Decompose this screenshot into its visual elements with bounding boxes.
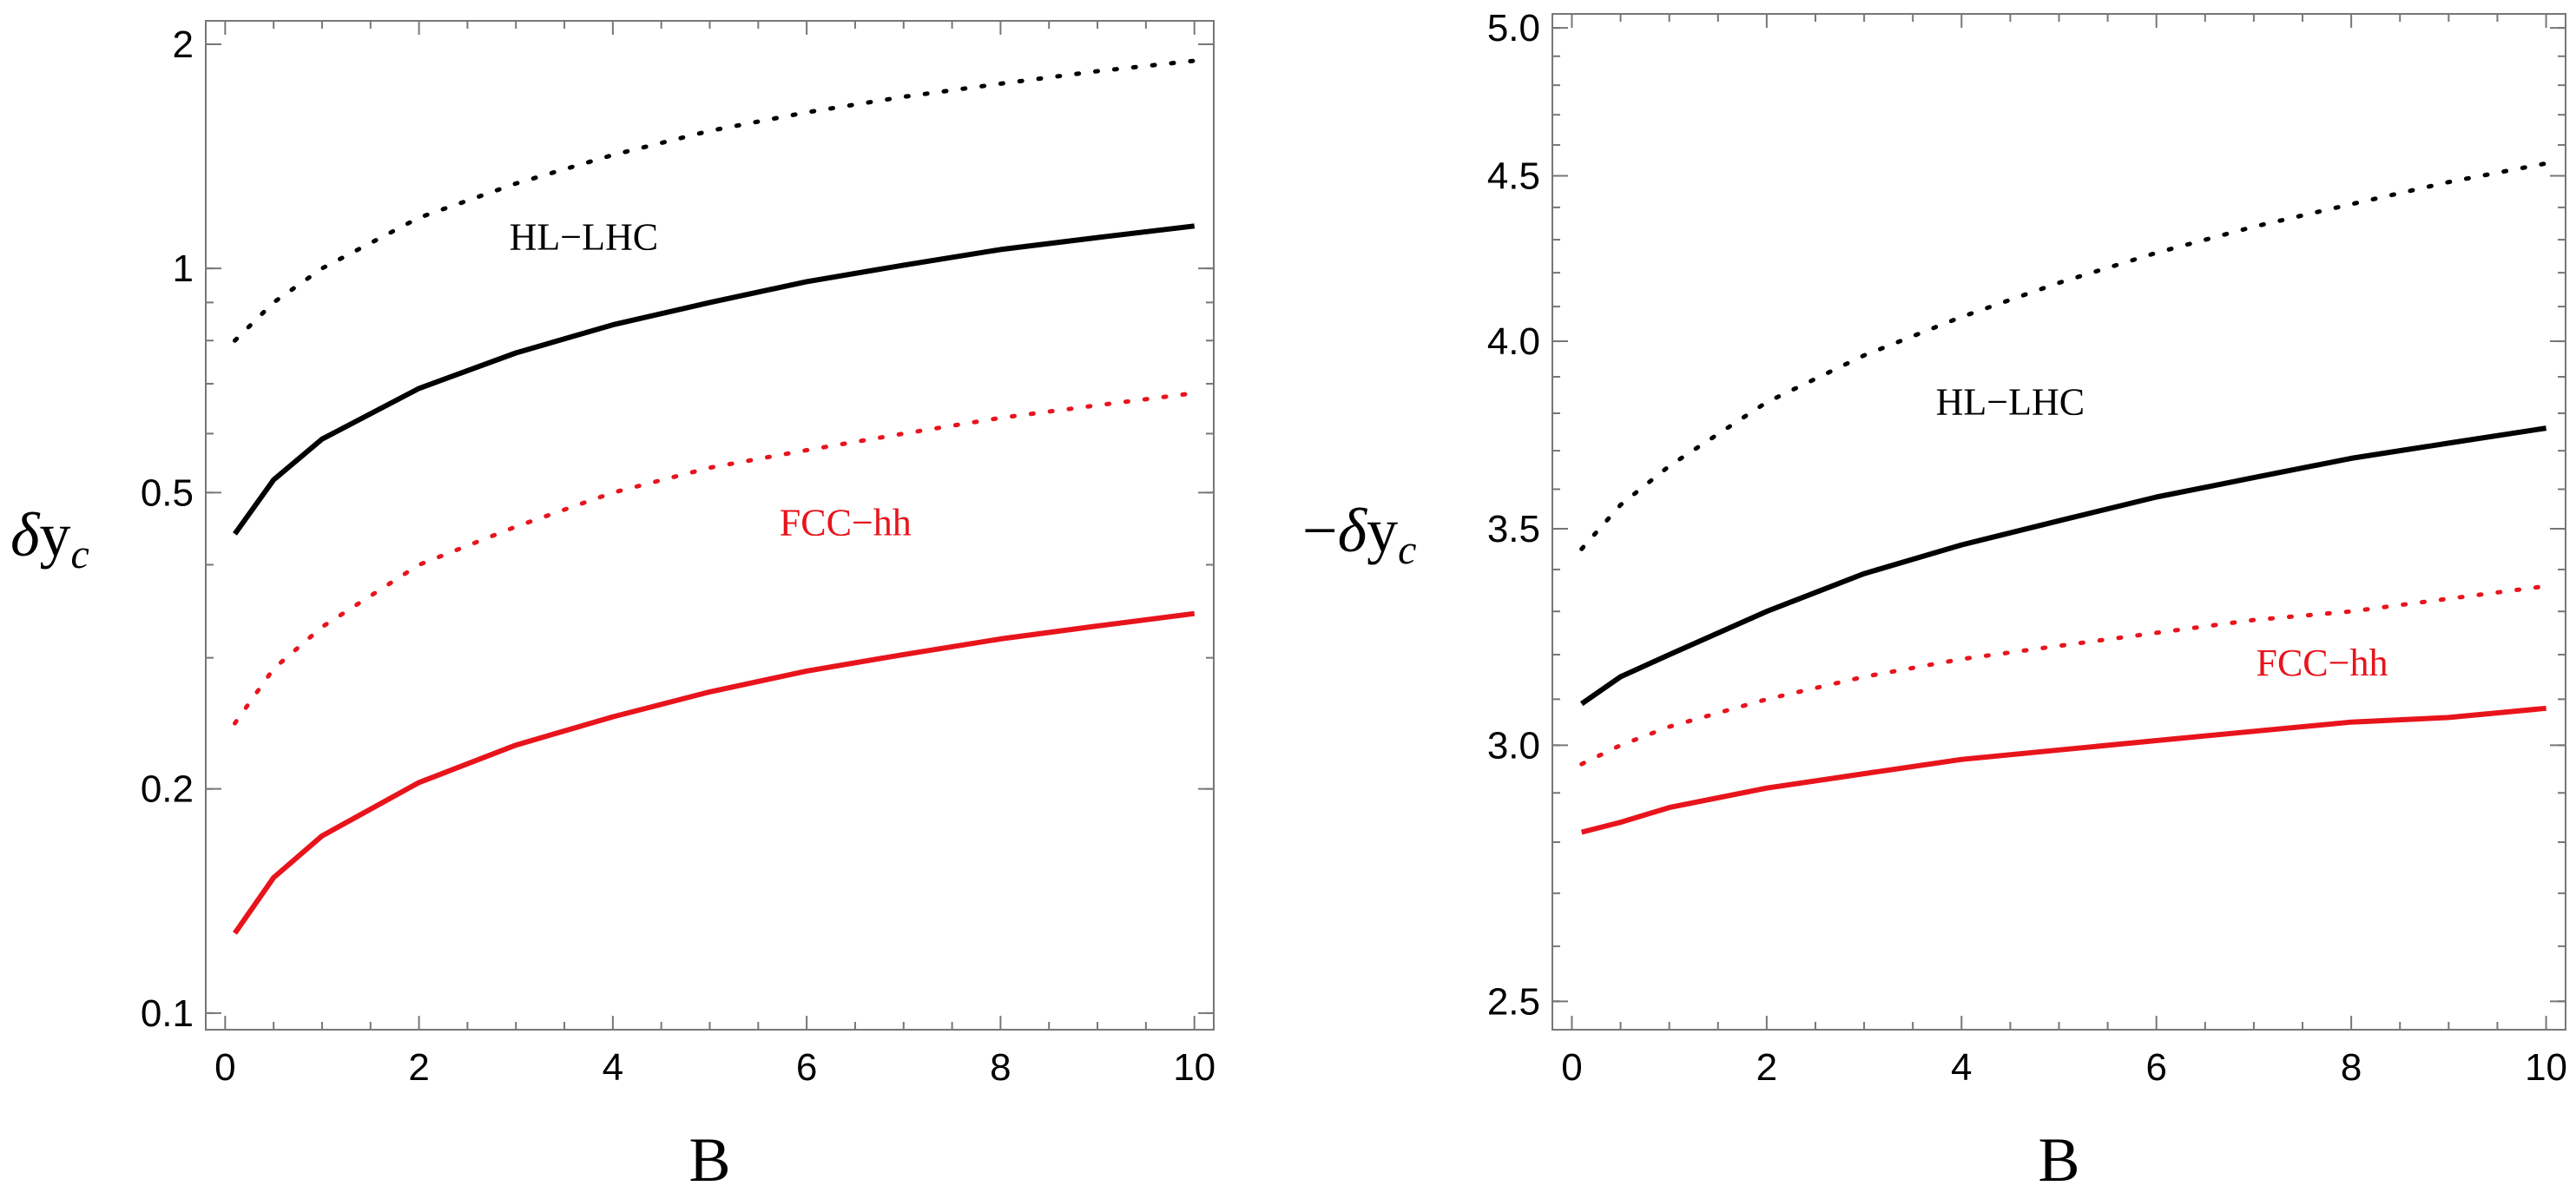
- x-tick-label: 8: [2341, 1046, 2362, 1089]
- y-tick-label: 2.5: [1487, 980, 1540, 1023]
- series-line: [233, 58, 1197, 343]
- y-axis-title-var: y: [1367, 496, 1398, 565]
- y-tick-label: 0.2: [141, 768, 194, 811]
- series-line: [233, 391, 1197, 726]
- x-axis-title: B: [688, 1125, 730, 1195]
- series-line: [1579, 161, 2549, 551]
- y-axis-title-sub: c: [70, 531, 89, 577]
- y-tick-label: 0.1: [141, 992, 194, 1035]
- x-tick-label: 2: [1756, 1046, 1777, 1089]
- y-tick-label: 4.0: [1487, 320, 1540, 363]
- series-line: [1579, 425, 2547, 707]
- y-axis-title-prefix: −: [1302, 496, 1338, 565]
- annotation-label: FCC−hh: [2256, 642, 2388, 684]
- x-tick-label: 8: [990, 1046, 1011, 1089]
- series-line: [1580, 705, 2546, 835]
- y-tick-label: 5.0: [1487, 7, 1540, 49]
- series-line: [233, 610, 1196, 935]
- annotation-label: HL−LHC: [510, 216, 658, 259]
- plot-frame: [205, 20, 1215, 1031]
- y-axis-title-var: y: [39, 500, 70, 570]
- x-axis-title: B: [2038, 1125, 2079, 1195]
- annotation-label: HL−LHC: [1936, 380, 2085, 423]
- annotation-label: FCC−hh: [780, 501, 912, 544]
- y-tick-label: 1: [173, 247, 194, 290]
- x-tick-label: 0: [1561, 1046, 1582, 1089]
- y-tick-label: 3.5: [1487, 508, 1540, 550]
- x-tick-label: 4: [1951, 1046, 1972, 1089]
- y-axis-title: δyc: [10, 500, 89, 577]
- x-tick-label: 0: [214, 1046, 235, 1089]
- y-tick-label: 4.5: [1487, 155, 1540, 198]
- y-axis-title-symbol: δ: [1338, 496, 1368, 565]
- y-tick-label: 0.5: [141, 471, 194, 514]
- x-tick-label: 6: [796, 1046, 817, 1089]
- x-tick-label: 6: [2145, 1046, 2166, 1089]
- x-tick-label: 10: [2525, 1046, 2567, 1089]
- y-tick-label: 3.0: [1487, 724, 1540, 767]
- series-line: [1579, 583, 2549, 767]
- x-tick-label: 2: [408, 1046, 429, 1089]
- y-axis-title-sub: c: [1398, 527, 1416, 573]
- y-axis-title: −δyc: [1302, 496, 1416, 573]
- x-tick-label: 10: [1173, 1046, 1216, 1089]
- y-tick-label: 2: [173, 23, 194, 66]
- x-tick-label: 4: [603, 1046, 623, 1089]
- series-line: [233, 223, 1196, 536]
- y-axis-title-symbol: δ: [10, 500, 41, 570]
- right-panel: 0 2 4 6 8 10 2.5 3.0 3.5 4.0 4.5 5.0 HL−LHC FCC−hh B −δ…: [1302, 7, 2567, 1195]
